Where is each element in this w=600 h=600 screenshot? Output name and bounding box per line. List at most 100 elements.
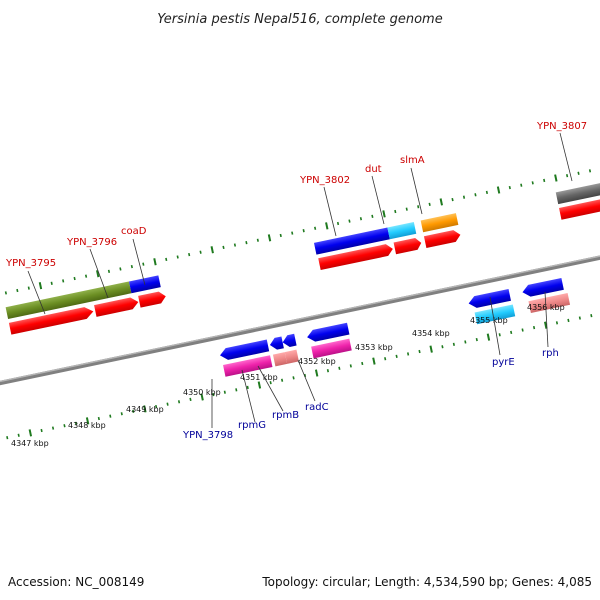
tick-minor — [464, 340, 467, 344]
tick-label: 4348 kbp — [68, 421, 106, 430]
tick-minor — [27, 286, 30, 290]
tick-row-lower — [6, 314, 593, 440]
gene-label-ypn-3795[interactable]: YPN_3795 — [5, 258, 56, 269]
tick-minor — [462, 195, 466, 199]
tick-minor — [50, 281, 53, 285]
gene-ypn-3795-track[interactable] — [5, 281, 132, 319]
tick-minor — [256, 238, 259, 242]
gene-pyre-track[interactable] — [474, 304, 516, 325]
gene-label-ypn-3807[interactable]: YPN_3807 — [536, 121, 587, 132]
gene-rpmb-arrow[interactable] — [281, 333, 297, 348]
tick-minor — [246, 385, 249, 390]
gene-dut-arrow[interactable] — [393, 237, 423, 255]
gene-label-rpmb[interactable]: rpmB — [272, 410, 299, 421]
gene-label-slma[interactable]: slmA — [400, 155, 425, 166]
gene-rph-arrow[interactable] — [521, 277, 564, 298]
tick-minor — [474, 193, 477, 197]
tick-minor — [543, 178, 546, 183]
gene-radc-arrow[interactable] — [306, 322, 350, 343]
gene-pyre-arrow[interactable] — [467, 289, 511, 309]
tick-label: 4355 kbp — [470, 316, 508, 325]
tick-label: 4349 kbp — [126, 405, 164, 414]
gene-rpmg-arrow[interactable] — [269, 336, 284, 350]
tick-major — [143, 405, 147, 413]
tick-minor — [314, 226, 317, 230]
tick-minor — [109, 414, 112, 418]
map-rotated-group — [0, 169, 600, 440]
tick-minor — [279, 233, 282, 238]
gene-coad-arrow[interactable] — [138, 290, 167, 308]
gene-ypn-3798-arrow[interactable] — [219, 339, 270, 362]
label-leaders — [27, 132, 573, 428]
tick-minor — [452, 342, 455, 346]
gene-label-rph[interactable]: rph — [542, 348, 559, 359]
tick-minor — [395, 354, 398, 358]
gene-ypn-3795-arrow[interactable] — [8, 306, 95, 335]
gene-ypn-3802-arrow[interactable] — [318, 243, 394, 271]
tick-minor — [245, 241, 248, 245]
tick-minor — [291, 231, 294, 235]
gene-slma-track[interactable] — [420, 213, 459, 233]
gene-ypn-3807-track[interactable] — [555, 180, 600, 205]
gene-label-dut[interactable]: dut — [365, 164, 382, 175]
tick-minor — [451, 197, 454, 202]
tick-major — [96, 270, 100, 278]
gene-label-ypn-3802[interactable]: YPN_3802 — [299, 175, 350, 186]
tick-minor — [269, 381, 272, 385]
tick-minor — [222, 245, 225, 250]
tick-minor — [4, 291, 7, 295]
tick-minor — [418, 349, 421, 354]
tick-minor — [394, 209, 397, 214]
gene-label-ypn-3798[interactable]: YPN_3798 — [182, 430, 233, 441]
gene-label-radc[interactable]: radC — [305, 402, 329, 413]
gene-ypn-3796-arrow[interactable] — [94, 296, 140, 317]
tick-major — [382, 210, 386, 218]
tick-label: 4347 kbp — [11, 439, 49, 448]
gene-ypn-3798-track[interactable] — [223, 355, 273, 377]
tick-major — [325, 222, 329, 230]
gene-ypn-3807-arrow[interactable] — [559, 194, 600, 220]
tick-label: 4352 kbp — [298, 357, 336, 366]
tick-minor — [475, 337, 478, 342]
gene-slma-arrow[interactable] — [423, 229, 462, 248]
tick-minor — [336, 221, 340, 226]
tick-major — [496, 186, 501, 194]
gene-label-coad[interactable]: coaD — [121, 226, 147, 237]
tick-label: 4350 kbp — [183, 388, 221, 397]
tick-minor — [176, 255, 179, 259]
tick-minor — [565, 174, 569, 178]
tick-minor — [508, 185, 511, 190]
gene-ypn-3802-track[interactable] — [313, 227, 390, 255]
tick-minor — [510, 330, 513, 335]
tick-minor — [348, 219, 351, 223]
tick-minor — [338, 366, 341, 370]
tick-minor — [6, 436, 9, 440]
tick-major — [314, 369, 319, 377]
tick-minor — [233, 243, 237, 247]
gene-dut-track[interactable] — [387, 221, 417, 240]
tick-minor — [177, 400, 181, 404]
gene-rpmg-track[interactable] — [272, 352, 288, 367]
tick-minor — [155, 404, 158, 409]
tick-minor — [417, 205, 420, 209]
tick-minor — [302, 229, 305, 233]
tick-major — [153, 258, 157, 266]
tick-label: 4354 kbp — [412, 329, 450, 338]
gene-label-rpmg[interactable]: rpmG — [238, 420, 266, 431]
tick-minor — [212, 392, 215, 397]
tick-minor — [51, 426, 55, 430]
tick-minor — [521, 328, 524, 332]
tick-minor — [63, 424, 66, 428]
tick-minor — [555, 321, 559, 325]
gene-radc-track[interactable] — [311, 338, 352, 359]
gene-label-pyre[interactable]: pyrE — [492, 357, 515, 368]
gene-label-ypn-3796[interactable]: YPN_3796 — [66, 237, 117, 248]
tick-minor — [17, 433, 20, 437]
tick-major — [439, 198, 443, 206]
gene-rph-track[interactable] — [528, 293, 571, 313]
tick-major — [38, 282, 43, 290]
tick-minor — [120, 412, 123, 416]
tick-minor — [165, 257, 168, 262]
gene-rpmb-track[interactable] — [284, 349, 299, 364]
tick-major — [85, 417, 90, 425]
